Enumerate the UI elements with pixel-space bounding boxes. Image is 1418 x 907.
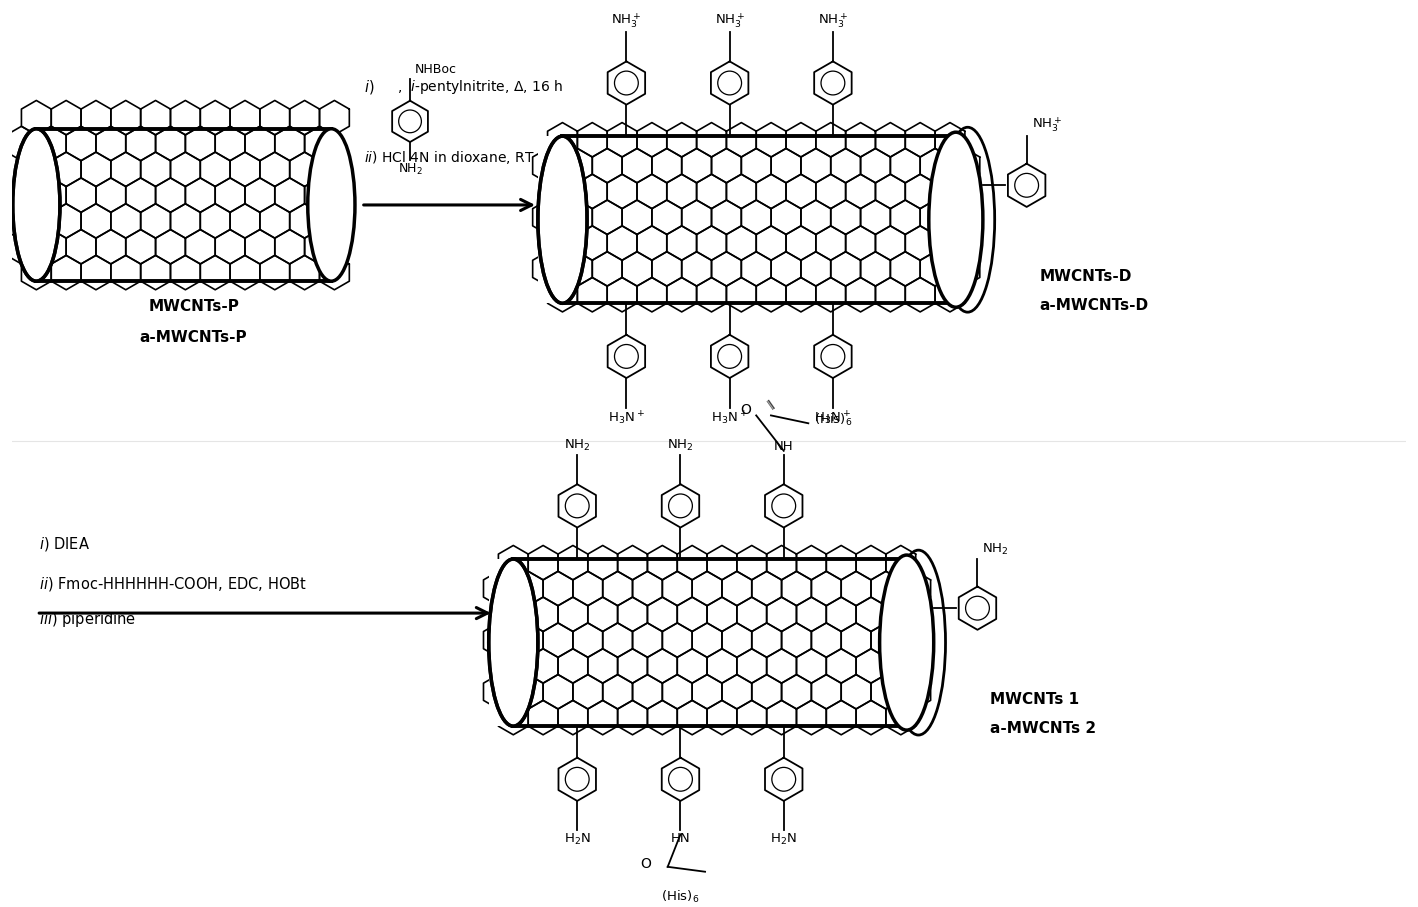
Text: NH: NH — [774, 440, 794, 453]
Text: H$_3$N$^+$: H$_3$N$^+$ — [712, 410, 749, 427]
Text: (His)$_6$: (His)$_6$ — [661, 889, 699, 904]
Text: NH$_2$: NH$_2$ — [668, 438, 693, 453]
Text: NH$_3^+$: NH$_3^+$ — [818, 11, 848, 30]
Text: NH$_2$: NH$_2$ — [983, 541, 1008, 557]
Text: a-MWCNTs-P: a-MWCNTs-P — [140, 330, 248, 346]
Text: $iii)$ piperidine: $iii)$ piperidine — [40, 610, 136, 629]
Text: O: O — [640, 857, 651, 871]
Text: NH$_3^+$: NH$_3^+$ — [715, 11, 744, 30]
Text: H$_3$N$^+$: H$_3$N$^+$ — [814, 410, 851, 427]
Text: a-MWCNTs-D: a-MWCNTs-D — [1039, 298, 1149, 314]
Text: H$_3$N$^+$: H$_3$N$^+$ — [608, 410, 645, 427]
Ellipse shape — [537, 136, 587, 303]
Text: H$_2$N: H$_2$N — [770, 833, 797, 847]
Ellipse shape — [308, 129, 354, 281]
Text: a-MWCNTs 2: a-MWCNTs 2 — [990, 721, 1096, 736]
Text: $i)$: $i)$ — [364, 78, 374, 96]
Text: HN: HN — [671, 833, 691, 845]
Text: $ii)$ HCl 4N in dioxane, RT: $ii)$ HCl 4N in dioxane, RT — [364, 150, 535, 166]
Text: MWCNTs-D: MWCNTs-D — [1039, 268, 1132, 284]
Ellipse shape — [879, 555, 933, 730]
Text: MWCNTs 1: MWCNTs 1 — [990, 692, 1079, 707]
Text: NH$_3^+$: NH$_3^+$ — [1031, 115, 1062, 134]
Text: NH$_2$: NH$_2$ — [397, 161, 423, 177]
Bar — [537, 136, 564, 303]
Text: MWCNTs-P: MWCNTs-P — [149, 299, 240, 314]
Text: ,  $i$-pentylnitrite, Δ, 16 h: , $i$-pentylnitrite, Δ, 16 h — [397, 78, 563, 96]
Ellipse shape — [489, 559, 537, 727]
Text: H$_2$N: H$_2$N — [564, 833, 591, 847]
Text: NHBoc: NHBoc — [415, 63, 457, 76]
Ellipse shape — [929, 132, 983, 307]
Bar — [489, 559, 515, 727]
Ellipse shape — [13, 129, 60, 281]
Text: $i)$ DIEA: $i)$ DIEA — [40, 535, 91, 553]
Text: $ii)$ Fmoc-HHHHHH-COOH, EDC, HOBt: $ii)$ Fmoc-HHHHHH-COOH, EDC, HOBt — [40, 574, 308, 592]
Text: NH$_2$: NH$_2$ — [564, 438, 590, 453]
Text: O: O — [740, 404, 752, 417]
Text: NH$_3^+$: NH$_3^+$ — [611, 11, 641, 30]
Text: (His)$_6$: (His)$_6$ — [814, 413, 852, 428]
Text: ∥: ∥ — [766, 397, 777, 410]
